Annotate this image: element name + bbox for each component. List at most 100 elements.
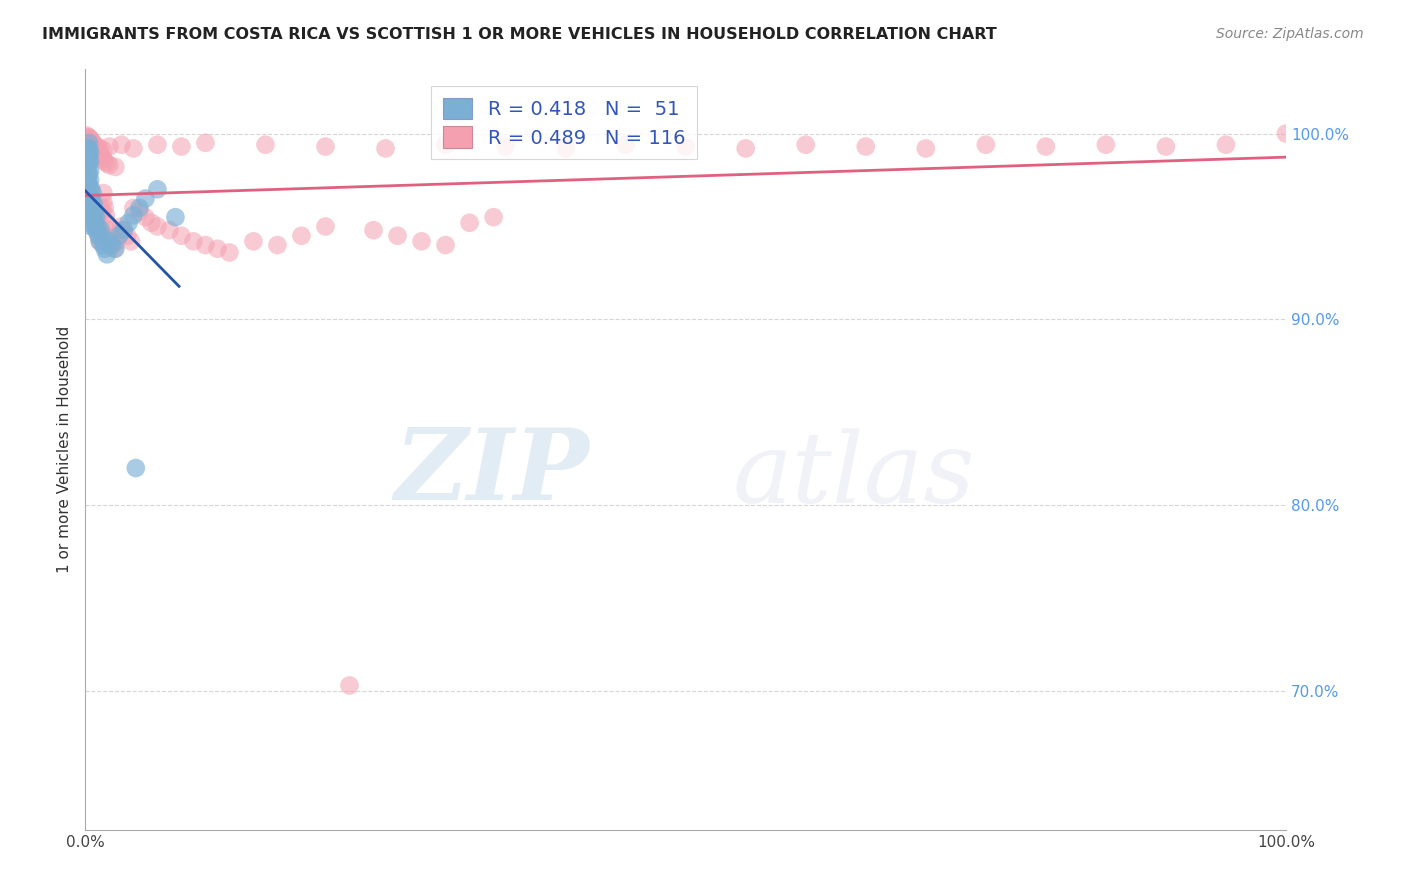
Point <box>77 190 100 204</box>
Point <box>411 235 433 249</box>
Point <box>89 147 111 161</box>
Point <box>79 132 101 146</box>
Point <box>98 235 121 249</box>
Point <box>76 182 98 196</box>
Point <box>794 137 817 152</box>
Point <box>77 132 100 146</box>
Point <box>77 168 100 182</box>
Point <box>128 201 150 215</box>
Point <box>128 204 150 219</box>
Point <box>84 139 107 153</box>
Point <box>83 137 105 152</box>
Point <box>87 219 110 234</box>
Point <box>79 173 101 187</box>
Point <box>76 149 98 163</box>
Point <box>84 141 107 155</box>
Point <box>91 151 114 165</box>
Point <box>482 210 505 224</box>
Point <box>93 242 115 256</box>
Point <box>76 130 98 145</box>
Point <box>914 141 936 155</box>
Point <box>93 143 115 157</box>
Point <box>146 219 169 234</box>
Text: Source: ZipAtlas.com: Source: ZipAtlas.com <box>1216 27 1364 41</box>
Point <box>77 130 100 145</box>
Point <box>84 210 107 224</box>
Point <box>194 238 217 252</box>
Point <box>89 223 111 237</box>
Point <box>80 210 103 224</box>
Point <box>112 223 135 237</box>
Point <box>315 139 337 153</box>
Point <box>104 160 127 174</box>
Point <box>80 219 103 234</box>
Point <box>141 216 163 230</box>
Point <box>76 145 98 160</box>
Point <box>79 163 101 178</box>
Point <box>80 192 103 206</box>
Point <box>98 158 121 172</box>
Point <box>82 208 104 222</box>
Point <box>76 141 98 155</box>
Point <box>183 235 205 249</box>
Point <box>79 132 101 146</box>
Point <box>87 228 110 243</box>
Point <box>83 201 105 215</box>
Point <box>98 230 121 244</box>
Point <box>242 235 264 249</box>
Point <box>254 137 277 152</box>
Point <box>87 228 110 243</box>
Point <box>117 216 139 230</box>
Point <box>1215 137 1237 152</box>
Point <box>82 186 104 200</box>
Point <box>84 141 107 155</box>
Point <box>855 139 877 153</box>
Point <box>266 238 288 252</box>
Point <box>84 210 107 224</box>
Point <box>77 156 100 170</box>
Point <box>90 223 112 237</box>
Text: atlas: atlas <box>733 428 976 524</box>
Point <box>103 242 125 256</box>
Point <box>363 223 385 237</box>
Point <box>734 141 756 155</box>
Point <box>84 204 107 219</box>
Point <box>194 136 217 150</box>
Point <box>146 182 169 196</box>
Point <box>165 210 187 224</box>
Point <box>83 219 105 234</box>
Point <box>86 139 108 153</box>
Point <box>76 173 98 187</box>
Point <box>1095 137 1118 152</box>
Point <box>290 228 312 243</box>
Text: ZIP: ZIP <box>395 424 589 521</box>
Point <box>80 137 103 152</box>
Point <box>80 192 103 206</box>
Point <box>79 195 101 210</box>
Point <box>83 208 105 222</box>
Point <box>101 238 124 252</box>
Point <box>614 137 637 152</box>
Point <box>110 219 132 234</box>
Point <box>94 208 117 222</box>
Point <box>77 178 100 193</box>
Point <box>77 136 100 150</box>
Point <box>90 149 112 163</box>
Point <box>83 197 105 211</box>
Point <box>117 228 139 243</box>
Point <box>80 201 103 215</box>
Point <box>122 141 145 155</box>
Point <box>82 197 104 211</box>
Point <box>77 134 100 148</box>
Point <box>76 154 98 169</box>
Point <box>84 139 107 153</box>
Point <box>84 223 107 237</box>
Point <box>1035 139 1057 153</box>
Point <box>82 136 104 150</box>
Point <box>80 134 103 148</box>
Point <box>434 238 457 252</box>
Point <box>125 461 148 475</box>
Point <box>104 242 127 256</box>
Point <box>87 145 110 160</box>
Point <box>86 143 108 157</box>
